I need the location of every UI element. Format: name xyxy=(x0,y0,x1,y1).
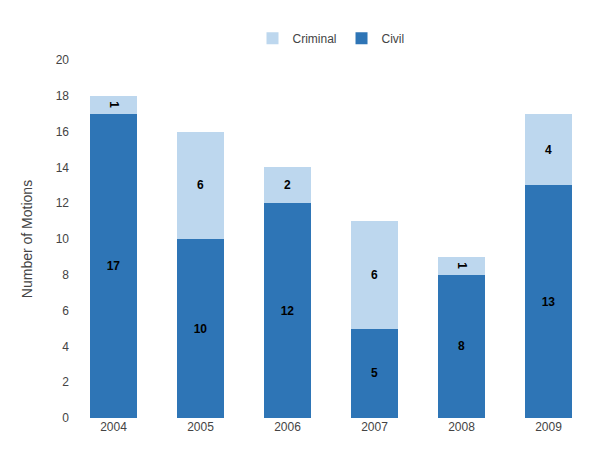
svg-text:8: 8 xyxy=(62,268,69,282)
svg-text:16: 16 xyxy=(56,125,70,139)
svg-text:4: 4 xyxy=(62,340,69,354)
svg-text:6: 6 xyxy=(197,178,204,192)
svg-text:12: 12 xyxy=(56,196,70,210)
svg-text:12: 12 xyxy=(281,304,295,318)
svg-text:1: 1 xyxy=(455,262,469,269)
svg-text:5: 5 xyxy=(371,366,378,380)
svg-text:17: 17 xyxy=(107,259,121,273)
svg-text:8: 8 xyxy=(458,339,465,353)
svg-text:1: 1 xyxy=(107,101,121,108)
svg-text:Civil: Civil xyxy=(382,32,405,46)
svg-text:13: 13 xyxy=(542,295,556,309)
svg-text:4: 4 xyxy=(545,143,552,157)
svg-text:2: 2 xyxy=(284,178,291,192)
svg-text:2004: 2004 xyxy=(100,420,127,434)
svg-text:2008: 2008 xyxy=(448,420,475,434)
svg-text:10: 10 xyxy=(56,232,70,246)
svg-text:Criminal: Criminal xyxy=(293,32,337,46)
svg-text:2007: 2007 xyxy=(361,420,388,434)
svg-text:10: 10 xyxy=(194,322,208,336)
svg-text:6: 6 xyxy=(371,268,378,282)
svg-text:2005: 2005 xyxy=(187,420,214,434)
svg-text:Number of Motions: Number of Motions xyxy=(19,180,35,298)
svg-text:14: 14 xyxy=(56,161,70,175)
svg-text:0: 0 xyxy=(62,411,69,425)
svg-text:2009: 2009 xyxy=(535,420,562,434)
svg-text:2006: 2006 xyxy=(274,420,301,434)
svg-text:6: 6 xyxy=(62,304,69,318)
svg-text:2: 2 xyxy=(62,375,69,389)
svg-text:20: 20 xyxy=(56,53,70,67)
svg-text:18: 18 xyxy=(56,89,70,103)
